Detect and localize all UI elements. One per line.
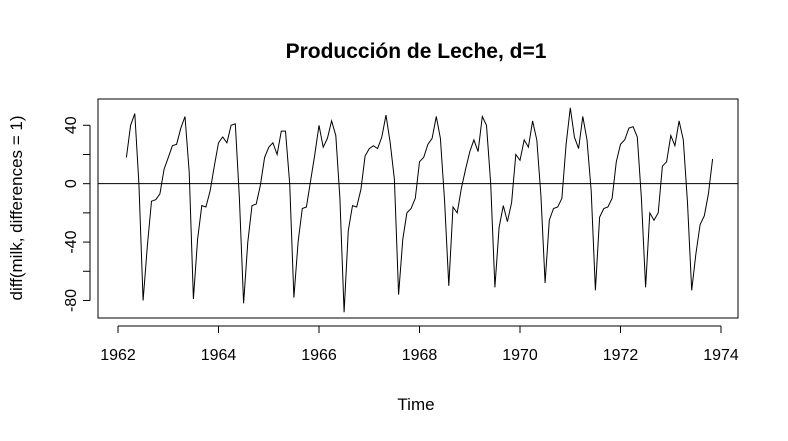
- series-group: [125, 107, 714, 313]
- x-axis: 1962 1964 1966 1968 1970 1972 1974: [100, 325, 739, 364]
- x-tick-label: 1972: [603, 347, 639, 364]
- x-tick-label: 1970: [502, 347, 538, 364]
- x-tick-label: 1966: [301, 347, 337, 364]
- x-tick-label: 1962: [100, 347, 136, 364]
- plot-frame: [97, 98, 739, 319]
- y-axis: -80 -40 0 40: [63, 116, 91, 312]
- chart-title: Producción de Leche, d=1: [286, 40, 547, 63]
- x-tick-label: 1968: [402, 347, 438, 364]
- y-tick-label: 0: [63, 179, 80, 188]
- x-tick-label: 1964: [201, 347, 237, 364]
- x-axis-label: Time: [397, 395, 434, 414]
- x-tick-label: 1974: [703, 347, 739, 364]
- y-tick-label: -40: [63, 230, 80, 253]
- y-tick-label: 40: [63, 116, 80, 134]
- y-tick-label: -80: [63, 289, 80, 312]
- y-axis-label: diff(milk, differences = 1): [7, 115, 26, 300]
- series-line: [125, 107, 714, 313]
